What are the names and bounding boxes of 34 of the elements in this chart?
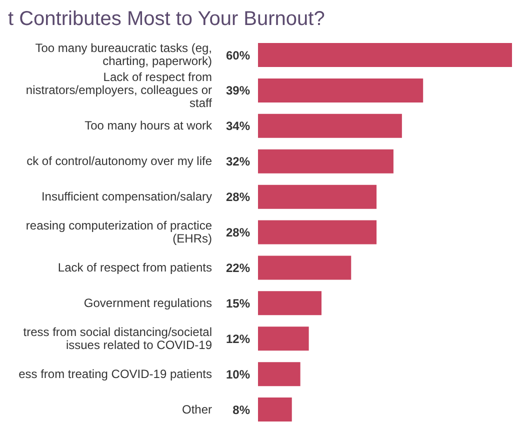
data-label: 28% [226, 226, 250, 240]
bar [258, 220, 377, 244]
y-tick-label: Other [182, 402, 212, 416]
bar [258, 149, 394, 174]
y-tick-label: Lack of respect from patients [58, 260, 212, 274]
data-label: 34% [226, 119, 250, 134]
bar [258, 362, 300, 386]
y-tick-label: reasing computerization of practice (EHRs) [26, 218, 212, 246]
bar [258, 184, 377, 209]
y-tick-label: Insufficient compensation/salary [41, 190, 212, 204]
y-tick-label: Too many bureaucratic tasks (eg, charting, paperwork) [35, 41, 212, 68]
y-tick-label: ess from treating COVID-19 patients [18, 366, 212, 381]
bar [258, 43, 512, 67]
chart-title: t Contributes Most to Your Burnout? [8, 8, 326, 31]
data-label: 12% [226, 332, 250, 346]
bar [258, 291, 322, 316]
data-label: 22% [226, 260, 250, 275]
data-label: 32% [226, 154, 250, 169]
y-tick-label: Too many hours at work [84, 118, 213, 133]
data-label: 39% [226, 84, 250, 98]
data-label: 60% [226, 48, 250, 62]
y-tick-label: tress from social distancing/societal issues related to COVID-19 [23, 324, 212, 352]
y-tick-label: Lack of respect from nistrators/employers, colleagues or staff [26, 70, 213, 110]
bar [258, 114, 402, 138]
bar [258, 398, 292, 422]
data-label: 10% [226, 367, 250, 382]
bar [258, 256, 352, 280]
y-tick-label: ck of control/autonomy over my life [26, 154, 212, 168]
y-tick-label: Government regulations [84, 296, 212, 310]
data-label: 15% [226, 296, 250, 310]
data-label: 8% [232, 402, 250, 417]
data-label: 28% [226, 190, 250, 204]
bar [258, 78, 424, 102]
bar [258, 326, 309, 351]
